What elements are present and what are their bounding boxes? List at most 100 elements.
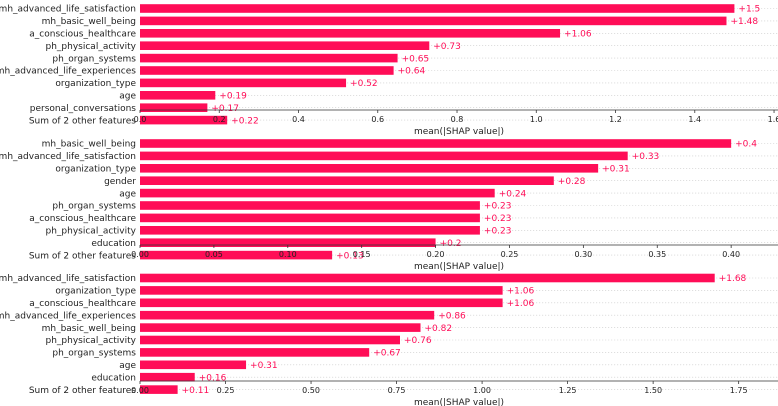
feature-label: education [91, 239, 136, 249]
value-label: +0.4 [735, 140, 757, 150]
feature-label: ph_organ_systems [52, 349, 136, 359]
bar [140, 286, 503, 295]
x-tick-label: 0.8 [451, 115, 464, 124]
value-label: +0.28 [558, 177, 586, 187]
x-tick-label: 0.0 [134, 115, 147, 124]
shap-chart-2: mh_basic_well_being +0.4 mh_advanced_life_… [0, 139, 778, 272]
x-tick-label: 0.20 [427, 250, 445, 259]
value-label: +0.67 [373, 349, 401, 359]
bar [140, 323, 421, 332]
feature-label: mh_advanced_life_satisfaction [0, 274, 136, 284]
value-label: +1.06 [507, 299, 535, 309]
bar [140, 250, 333, 260]
feature-label: gender [104, 177, 136, 187]
x-tick-label: 0.50 [302, 386, 320, 395]
feature-label: Sum of 2 other features [29, 116, 136, 126]
x-tick-label: 1.50 [644, 386, 662, 395]
feature-label: mh_basic_well_being [42, 140, 136, 150]
value-label: +0.11 [182, 386, 210, 396]
value-label: +0.19 [219, 92, 247, 102]
bar [140, 91, 216, 100]
x-tick-label: 0.15 [353, 250, 371, 259]
value-label: +1.06 [564, 30, 592, 40]
value-label: +0.82 [425, 324, 453, 334]
value-label: +0.24 [499, 189, 527, 199]
value-label: +0.23 [484, 227, 512, 237]
bar [140, 115, 228, 125]
x-tick-label: 1.0 [530, 115, 543, 124]
bar [140, 335, 400, 345]
feature-label: a_conscious_healthcare [29, 214, 136, 224]
feature-label: mh_basic_well_being [42, 324, 136, 334]
value-label: +0.23 [484, 202, 512, 212]
value-label: +0.17 [211, 104, 239, 114]
feature-label: age [119, 189, 136, 199]
bar [140, 29, 561, 38]
value-label: +0.23 [484, 214, 512, 224]
feature-label: ph_physical_activity [46, 227, 137, 237]
bar [140, 360, 247, 370]
value-label: +1.48 [730, 17, 758, 27]
x-tick-label: 1.00 [473, 386, 491, 395]
feature-label: mh_advanced_life_satisfaction [0, 5, 136, 15]
value-label: +0.2 [440, 239, 462, 249]
bar [140, 226, 480, 235]
bar [140, 372, 195, 382]
x-tick-label: 0.6 [371, 115, 384, 124]
value-label: +1.5 [738, 5, 760, 15]
bar [140, 41, 430, 50]
bar [140, 164, 599, 173]
feature-label: ph_physical_activity [46, 336, 137, 346]
bar [140, 273, 715, 283]
bar [140, 16, 727, 26]
x-tick-label: 1.25 [559, 386, 577, 395]
bar [140, 176, 554, 185]
x-tick-label: 0.00 [131, 250, 149, 259]
bar [140, 348, 370, 357]
bar [140, 53, 398, 63]
x-tick-label: 0.35 [648, 250, 666, 259]
bar [140, 385, 178, 394]
x-tick-label: 0.40 [722, 250, 740, 259]
feature-label: personal_conversations [30, 104, 137, 114]
value-label: +0.16 [199, 373, 227, 383]
shap-chart-1: mh_advanced_life_satisfaction +1.5 mh_basi… [0, 4, 778, 137]
x-tick-label: 0.75 [388, 386, 406, 395]
feature-label: ph_physical_activity [46, 42, 137, 52]
bar [140, 238, 436, 247]
bar [140, 298, 503, 308]
bar [140, 4, 735, 13]
value-label: +0.31 [602, 165, 630, 175]
feature-label: education [91, 373, 136, 383]
bar [140, 310, 435, 320]
x-tick-label: 1.2 [609, 115, 622, 124]
x-tick-label: 0.05 [205, 250, 223, 259]
value-label: +0.86 [438, 311, 466, 321]
feature-label: age [119, 361, 136, 371]
value-label: +0.76 [404, 336, 432, 346]
x-tick-label: 0.30 [574, 250, 592, 259]
x-tick-label: 0.10 [279, 250, 297, 259]
bar [140, 103, 208, 112]
bar [140, 188, 495, 198]
value-label: +0.64 [398, 67, 426, 77]
bar [140, 213, 480, 223]
x-tick-label: 0.00 [131, 386, 149, 395]
value-label: +0.22 [231, 116, 259, 126]
feature-label: mh_advanced_life_satisfaction [0, 152, 136, 162]
feature-label: mh_basic_well_being [42, 17, 136, 27]
value-label: +0.73 [433, 42, 461, 52]
feature-label: ph_organ_systems [52, 54, 136, 64]
feature-label: age [119, 92, 136, 102]
bar [140, 139, 732, 148]
feature-label: a_conscious_healthcare [29, 299, 136, 309]
x-axis-title: mean(|SHAP value|) [414, 398, 504, 406]
x-tick-label: 0.4 [292, 115, 305, 124]
feature-label: mh_advanced_life_experiences [0, 67, 136, 77]
feature-label: Sum of 2 other features [29, 251, 136, 261]
feature-label: organization_type [55, 79, 136, 89]
feature-label: Sum of 2 other features [29, 386, 136, 396]
feature-label: ph_organ_systems [52, 202, 136, 212]
bar [140, 201, 480, 210]
